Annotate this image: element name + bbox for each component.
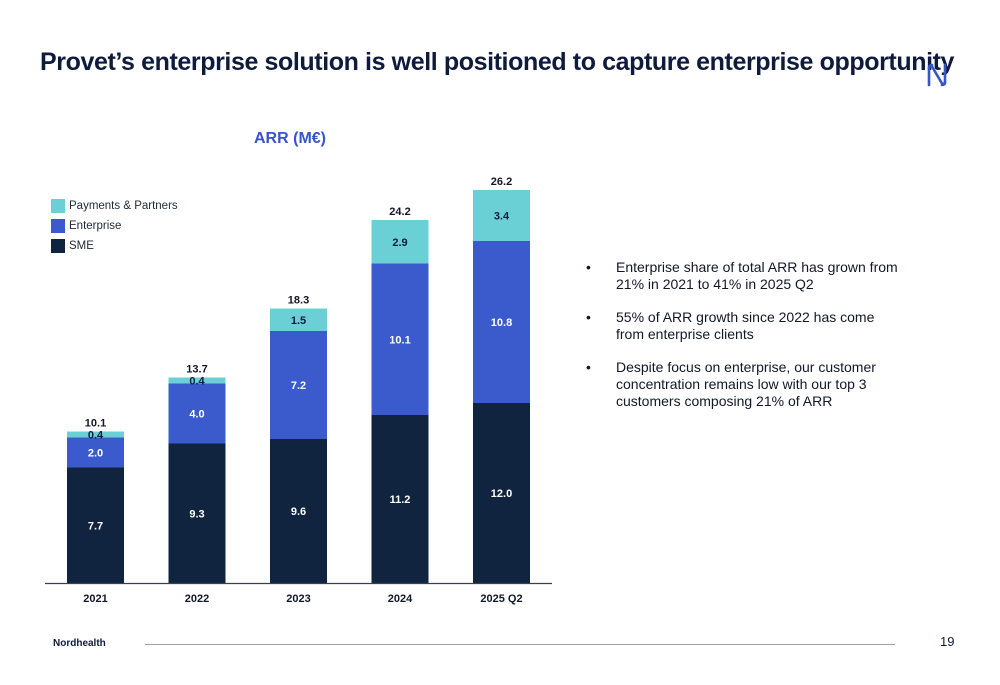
legend-item-sme: SME: [51, 236, 178, 256]
bar-segment-sme: [371, 415, 429, 583]
total-label: 24.2: [389, 206, 410, 218]
bullet-dot: •: [586, 309, 591, 325]
key-point-text: Enterprise share of total ARR has grown …: [616, 259, 898, 292]
legend-swatch-payments: [51, 199, 65, 213]
data-label-payments: 1.5: [291, 315, 306, 327]
legend-swatch-enterprise: [51, 219, 65, 233]
key-points-list: • Enterprise share of total ARR has grow…: [586, 259, 906, 426]
x-tick-label: 2025 Q2: [480, 593, 522, 605]
footer-brand: Nordhealth: [53, 638, 106, 649]
data-label-payments: 2.9: [392, 237, 407, 249]
x-tick-label: 2023: [286, 593, 310, 605]
legend-item-payments: Payments & Partners: [51, 196, 178, 216]
x-tick-label: 2024: [388, 593, 413, 605]
chart-title: ARR (M€): [254, 130, 326, 147]
bullet-dot: •: [586, 359, 591, 375]
total-label: 26.2: [491, 176, 512, 188]
bar-segment-payments: [270, 308, 327, 331]
key-point-text: Despite focus on enterprise, our custome…: [616, 359, 876, 409]
footer-divider: [145, 644, 895, 645]
data-label-sme: 11.2: [390, 494, 411, 506]
x-tick-label: 2021: [83, 593, 107, 605]
bar-segment-enterprise: [371, 263, 429, 415]
slide-title: Provet’s enterprise solution is well pos…: [40, 48, 955, 76]
total-label: 18.3: [288, 295, 309, 307]
data-label-enterprise: 10.1: [389, 334, 410, 346]
data-label-sme: 9.3: [189, 508, 204, 520]
bar-segment-sme: [67, 467, 124, 583]
bar-segment-sme: [270, 439, 327, 583]
chart-legend: Payments & Partners Enterprise SME: [51, 196, 178, 256]
data-label-enterprise: 10.8: [491, 317, 512, 329]
bar-segment-enterprise: [67, 437, 124, 468]
bar-segment-sme: [473, 403, 530, 583]
bar-segment-payments: [371, 220, 429, 264]
total-label: 13.7: [186, 364, 207, 376]
legend-label-payments: Payments & Partners: [69, 200, 178, 212]
bar-segment-enterprise: [168, 383, 226, 444]
nordhealth-logo-icon: [927, 63, 947, 87]
data-label-sme: 9.6: [291, 506, 306, 518]
bar-segment-payments: [473, 190, 530, 241]
legend-label-sme: SME: [69, 240, 94, 252]
legend-item-enterprise: Enterprise: [51, 216, 178, 236]
bar-segment-enterprise: [473, 241, 530, 403]
data-label-enterprise: 2.0: [88, 448, 103, 460]
bar-segment-payments: [168, 377, 226, 384]
data-label-payments: 3.4: [494, 211, 510, 223]
data-label-payments: 0.4: [88, 430, 104, 442]
bar-segment-payments: [67, 431, 124, 438]
legend-swatch-sme: [51, 239, 65, 253]
data-label-sme: 12.0: [491, 488, 512, 500]
key-point-item: • Despite focus on enterprise, our custo…: [586, 359, 906, 410]
bullet-dot: •: [586, 259, 591, 275]
x-tick-label: 2022: [185, 593, 209, 605]
key-point-item: • Enterprise share of total ARR has grow…: [586, 259, 906, 293]
page-number: 19: [940, 634, 955, 649]
data-label-payments: 0.4: [189, 376, 205, 388]
data-label-enterprise: 4.0: [189, 409, 204, 421]
bar-segment-sme: [168, 443, 226, 583]
key-point-item: • 55% of ARR growth since 2022 has come …: [586, 309, 906, 343]
data-label-sme: 7.7: [88, 520, 103, 532]
legend-label-enterprise: Enterprise: [69, 220, 122, 232]
data-label-enterprise: 7.2: [291, 380, 306, 392]
total-label: 10.1: [85, 418, 106, 430]
key-point-text: 55% of ARR growth since 2022 has come fr…: [616, 309, 875, 342]
bar-segment-enterprise: [270, 331, 327, 439]
